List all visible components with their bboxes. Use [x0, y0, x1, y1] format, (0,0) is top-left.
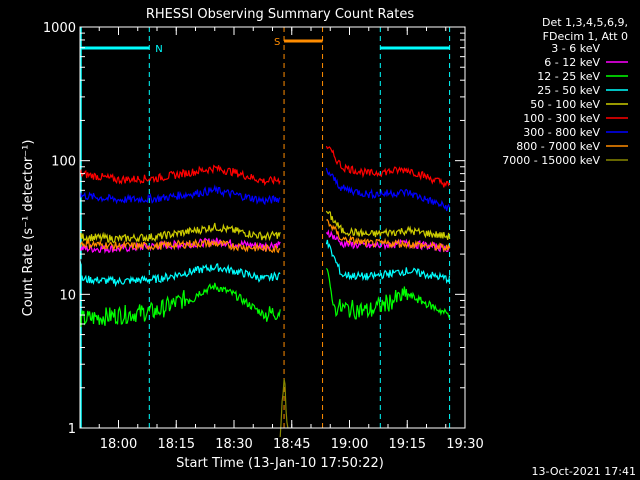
legend-label: 6 - 12 keV — [544, 56, 600, 69]
legend-label: 7000 - 15000 keV — [502, 154, 600, 167]
legend-label: 3 - 6 keV — [551, 42, 600, 55]
chart-title: RHESSI Observing Summary Count Rates — [146, 7, 415, 22]
plot-area: NS — [79, 27, 451, 438]
x-tick-label: 18:15 — [158, 437, 195, 452]
x-axis-label: Start Time (13-Jan-10 17:50:22) — [176, 456, 384, 471]
series-line-0-after — [325, 239, 450, 265]
axes: 18:00 18:15 18:30 18:45 19:00 19:15 19:30 1 10 10… — [43, 21, 484, 452]
series-line-0 — [79, 249, 281, 267]
y-tick-label: 1 — [68, 422, 76, 437]
series-line-6 — [79, 184, 281, 206]
series-line-1-after — [325, 229, 451, 253]
series-line-6-after — [325, 167, 451, 212]
series-line-4 — [79, 222, 281, 244]
x-tick-label: 18:45 — [273, 437, 310, 452]
x-tick-label: 18:30 — [215, 437, 252, 452]
y-tick-label: 10 — [59, 288, 76, 303]
x-tick-label: 19:30 — [446, 437, 483, 452]
legend-label: 12 - 25 keV — [537, 70, 600, 83]
legend-label: 300 - 800 keV — [523, 126, 600, 139]
series-line-4-after — [325, 210, 451, 240]
legend-header-1: Det 1,3,4,5,6,9, — [542, 16, 628, 29]
y-tick-label: 1000 — [43, 21, 76, 36]
series-line-7-after — [326, 219, 451, 253]
legend: Det 1,3,4,5,6,9, FDecim 1, Att 0 3 - 6 k… — [502, 16, 628, 167]
legend-label: 100 - 300 keV — [523, 112, 600, 125]
series-line-8 — [279, 379, 289, 438]
legend-label: 25 - 50 keV — [537, 84, 600, 97]
x-tick-label: 19:15 — [389, 437, 426, 452]
range-bar-label: S — [274, 37, 280, 48]
series-line-2-after — [325, 267, 451, 320]
y-tick-label: 100 — [51, 155, 76, 170]
x-tick-label: 18:00 — [100, 437, 137, 452]
series-line-5-after — [325, 145, 451, 188]
footer-timestamp: 13-Oct-2021 17:41 — [532, 465, 636, 478]
series-line-3-after — [325, 239, 451, 284]
y-axis-label: Count Rate (s⁻¹ detector⁻¹) — [21, 140, 36, 317]
legend-header-2: FDecim 1, Att 0 — [543, 30, 628, 43]
legend-label: 50 - 100 keV — [530, 98, 600, 111]
legend-label: 800 - 7000 keV — [516, 140, 600, 153]
series-line-5 — [79, 164, 281, 187]
series-line-7 — [79, 238, 281, 254]
series-line-2 — [79, 282, 281, 328]
x-tick-label: 19:00 — [331, 437, 368, 452]
range-bar-label: N — [155, 44, 162, 55]
series-line-3 — [79, 263, 281, 288]
